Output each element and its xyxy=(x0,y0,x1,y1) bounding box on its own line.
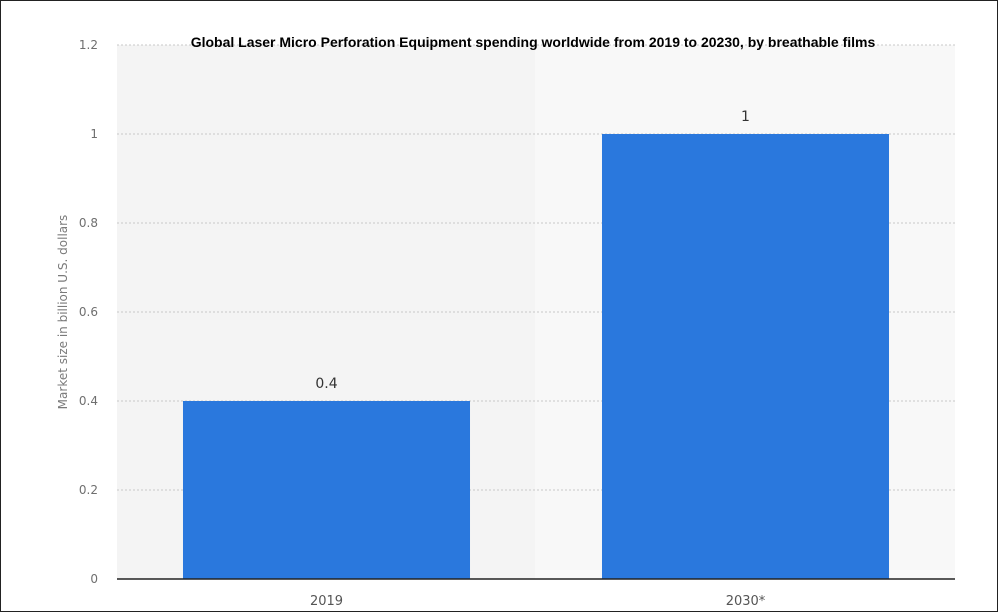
y-tick-label: 0.6 xyxy=(79,305,98,319)
bar-0 xyxy=(182,401,471,579)
bars xyxy=(182,134,890,579)
y-tick-labels: 0 0.2 0.4 0.6 0.8 1 1.2 xyxy=(79,38,98,586)
y-tick-label: 0 xyxy=(90,572,98,586)
y-tick-label: 0.4 xyxy=(79,394,98,408)
y-tick-label: 1.2 xyxy=(79,38,98,52)
data-labels: 0.41 xyxy=(315,109,750,392)
y-tick-label: 0.2 xyxy=(79,483,98,497)
y-tick-label: 0.8 xyxy=(79,216,98,230)
y-axis-label: Market size in billion U.S. dollars xyxy=(56,215,70,410)
y-tick-label: 1 xyxy=(90,127,98,141)
data-label: 1 xyxy=(741,109,750,125)
chart-title: Global Laser Micro Perforation Equipment… xyxy=(191,34,876,50)
data-label: 0.4 xyxy=(315,376,337,392)
x-tick-label: 2019 xyxy=(310,594,343,609)
x-tick-label: 2030* xyxy=(726,594,766,609)
bar-1 xyxy=(601,134,890,579)
x-tick-labels: 2019 2030* xyxy=(310,594,766,609)
